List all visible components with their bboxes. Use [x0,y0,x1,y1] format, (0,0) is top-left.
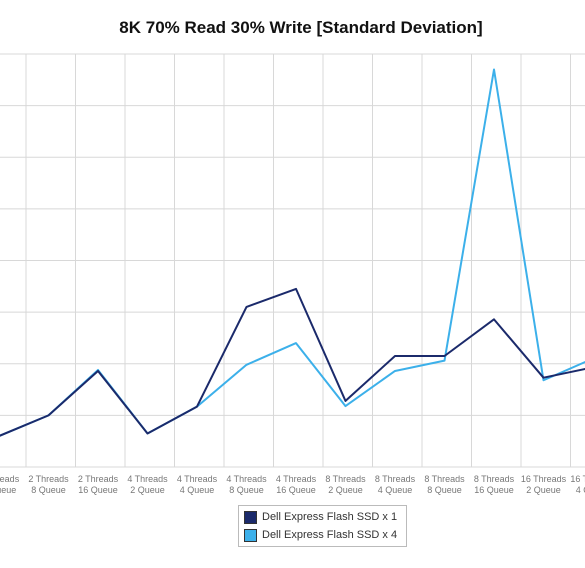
series-lines [0,68,585,437]
x-tick-label: 2 Threads [78,474,119,484]
x-tick-label: 8 Queue [31,485,66,495]
x-tick-label: 8 Threads [325,474,366,484]
series-line-1 [0,287,585,437]
x-tick-label: 16 Threads [570,474,585,484]
x-tick-label: 4 Threads [177,474,218,484]
x-tick-label: 2 Queue [328,485,363,495]
x-tick-label: 4 Queue [576,485,585,495]
legend-label: Dell Express Flash SSD x 1 [262,511,398,523]
x-tick-label: 2 Queue [526,485,561,495]
x-tick-label: 16 Queue [276,485,316,495]
x-tick-label: 2 Threads [28,474,69,484]
x-tick-label: 8 Threads [375,474,416,484]
x-tick-label: 4 Queue [0,485,16,495]
x-tick-label: 2 Queue [130,485,165,495]
x-tick-label: 16 Threads [521,474,567,484]
x-tick-label: 8 Queue [229,485,264,495]
legend-item: Dell Express Flash SSD x 4 [244,527,397,543]
x-tick-label: 2 Threads [0,474,20,484]
legend-item: Dell Express Flash SSD x 1 [244,509,397,525]
x-tick-label: 4 Threads [276,474,317,484]
x-tick-label: 16 Queue [78,485,118,495]
legend-swatch [244,510,257,524]
x-tick-label: 16 Queue [474,485,514,495]
x-tick-label: 4 Queue [180,485,215,495]
x-tick-label: 4 Threads [226,474,267,484]
x-tick-label: 8 Queue [427,485,462,495]
legend-label: Dell Express Flash SSD x 4 [262,529,398,541]
chart-title: 8K 70% Read 30% Write [Standard Deviatio… [119,18,483,37]
x-tick-label: 8 Threads [424,474,465,484]
legend: Dell Express Flash SSD x 1 Dell Express … [238,505,407,547]
x-tick-label: 8 Threads [474,474,515,484]
legend-swatch [244,528,257,542]
x-tick-label: 4 Threads [127,474,168,484]
x-tick-label: 4 Queue [378,485,413,495]
grid [0,53,585,468]
series-line-2 [0,68,585,437]
